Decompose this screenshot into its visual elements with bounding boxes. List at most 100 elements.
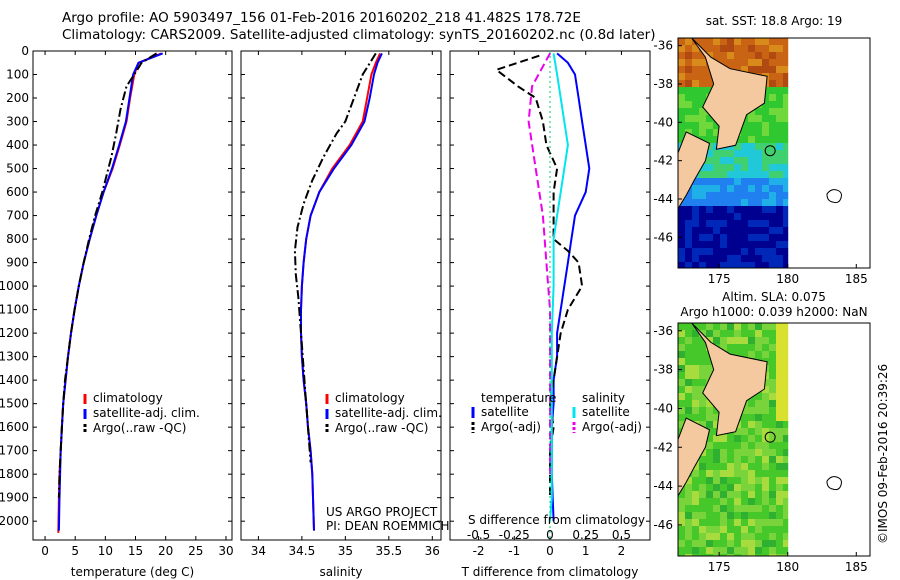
map-cell <box>678 101 686 109</box>
map-cell <box>713 477 721 485</box>
map-cell <box>685 213 693 221</box>
map-cell <box>713 484 721 492</box>
map-cell <box>748 526 756 534</box>
map-cell <box>713 206 721 214</box>
map-cell <box>783 344 789 352</box>
s-scale-tick-label: 0.5 <box>612 528 631 542</box>
map-cell <box>678 498 686 506</box>
map-cell <box>769 470 777 478</box>
map-cell <box>755 526 763 534</box>
map-cell <box>783 164 789 172</box>
map-cell <box>769 178 777 186</box>
map-cell <box>762 178 770 186</box>
map-cell <box>755 150 763 158</box>
map-cell <box>741 526 749 534</box>
map-cell <box>776 150 784 158</box>
map-cell <box>741 519 749 527</box>
map-cell <box>699 512 707 520</box>
map-cell <box>762 234 770 242</box>
map-cell <box>776 330 784 338</box>
map-cell <box>748 351 756 359</box>
map-cell <box>783 129 789 137</box>
map-cell <box>769 358 777 366</box>
map-cell <box>755 400 763 408</box>
map-cell <box>720 477 728 485</box>
y-tick-label: 1700 <box>0 444 29 458</box>
map-cell <box>748 407 756 415</box>
map-cell <box>692 87 700 95</box>
map-cell <box>734 178 742 186</box>
map-cell <box>762 540 770 548</box>
map-cell <box>713 435 721 443</box>
map-cell <box>776 52 784 60</box>
map-cell <box>783 435 789 443</box>
map-cell <box>769 101 777 109</box>
map-cell <box>699 372 707 380</box>
map-cell <box>755 414 763 422</box>
map-cell <box>741 414 749 422</box>
map-cell <box>734 262 742 269</box>
map-cell <box>685 199 693 207</box>
y-tick-label: 1900 <box>0 491 29 505</box>
map-cell <box>734 344 742 352</box>
map-cell <box>678 400 686 408</box>
map-cell <box>720 38 728 46</box>
map-cell <box>727 220 735 228</box>
map-cell <box>720 178 728 186</box>
map-cell <box>755 213 763 221</box>
map-cell <box>685 372 693 380</box>
s-scale-tick-label: -0.5 <box>467 528 490 542</box>
map-cell <box>783 122 789 130</box>
map-cell <box>720 323 728 331</box>
map-cell <box>727 442 735 450</box>
map-cell <box>769 234 777 242</box>
map-cell <box>762 192 770 200</box>
map-cell <box>699 122 707 130</box>
map-cell <box>720 533 728 541</box>
map-cell <box>678 519 686 527</box>
map-cell <box>678 491 686 499</box>
map-cell <box>762 477 770 485</box>
map-cell <box>741 477 749 485</box>
map-cell <box>783 199 789 207</box>
map-cell <box>699 540 707 548</box>
map-cell <box>734 428 742 436</box>
x-tick-label: 20 <box>158 544 173 558</box>
map-cell <box>783 484 789 492</box>
map-cell <box>692 512 700 520</box>
map-cell <box>769 241 777 249</box>
map-cell <box>734 456 742 464</box>
map-cell <box>692 101 700 109</box>
map-cell <box>734 143 742 151</box>
map-cell <box>776 498 784 506</box>
map-cell <box>741 164 749 172</box>
map-cell <box>692 526 700 534</box>
x-tick-label: 10 <box>98 544 113 558</box>
map-cell <box>692 344 700 352</box>
map-frame <box>677 37 871 269</box>
north-island <box>691 322 768 437</box>
map-cell <box>769 421 777 429</box>
map-cell <box>727 533 735 541</box>
map-cell <box>741 547 749 555</box>
map-cell <box>706 136 714 144</box>
legend-title-salinity: salinity <box>582 391 625 405</box>
map-cell <box>783 379 789 387</box>
map-cell <box>755 449 763 457</box>
map-cell <box>741 234 749 242</box>
map-cell <box>755 199 763 207</box>
map-cell <box>699 477 707 485</box>
map-cell <box>699 108 707 116</box>
s-axis-label: S difference from climatology <box>468 513 645 527</box>
map-cell <box>678 73 686 81</box>
map-cell <box>755 428 763 436</box>
map-cell <box>685 38 693 46</box>
y-tick-label: -40 <box>653 115 673 129</box>
map-cell <box>762 547 770 555</box>
map-cell <box>706 171 714 179</box>
map-cell <box>755 442 763 450</box>
map-cell <box>699 115 707 123</box>
y-tick-label: -38 <box>653 77 673 91</box>
map-cell <box>692 379 700 387</box>
map-cell <box>699 498 707 506</box>
